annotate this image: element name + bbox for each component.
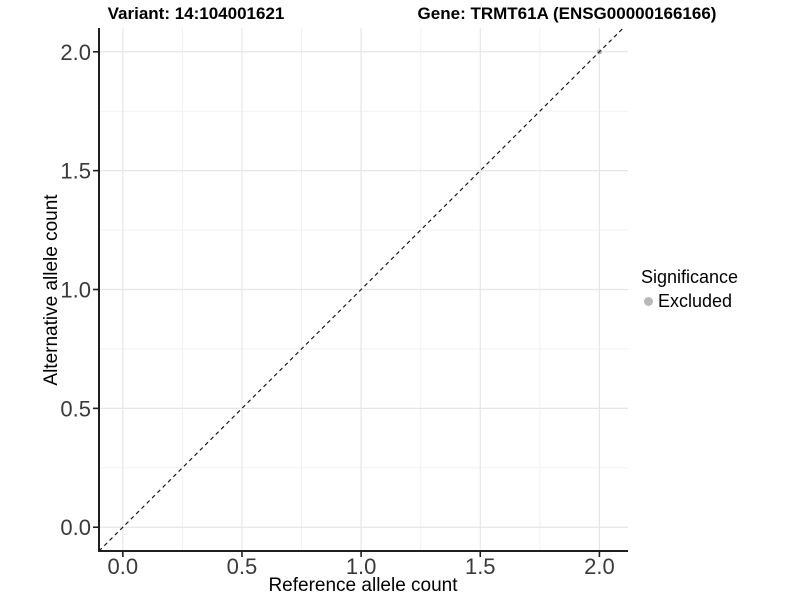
- excluded-point-icon: [644, 296, 653, 306]
- y-tick-label: 2.0: [60, 40, 91, 65]
- gene-title: Gene: TRMT61A (ENSG00000166166): [417, 4, 717, 23]
- x-tick-label: 1.0: [346, 554, 377, 579]
- y-tick-label: 0.5: [60, 396, 91, 421]
- identity-reference-line: [98, 27, 624, 552]
- y-tick-label: 1.5: [60, 159, 91, 184]
- legend: Significance Excluded: [641, 267, 738, 312]
- y-tick-label: 1.0: [60, 278, 91, 303]
- legend-title: Significance: [641, 267, 739, 287]
- legend-item-label: Excluded: [658, 290, 733, 311]
- x-tick-label: 0.5: [227, 554, 258, 579]
- y-axis-title: Alternative allele count: [41, 194, 62, 386]
- x-tick-label: 2.0: [584, 554, 615, 579]
- variant-title: Variant: 14:104001621: [107, 4, 285, 23]
- y-tick-label: 0.0: [60, 515, 91, 540]
- x-tick-label: 0.0: [108, 554, 139, 579]
- x-axis-title: Reference allele count: [268, 575, 458, 596]
- legend-item-excluded: Excluded: [644, 290, 738, 312]
- x-tick-label: 1.5: [465, 554, 496, 579]
